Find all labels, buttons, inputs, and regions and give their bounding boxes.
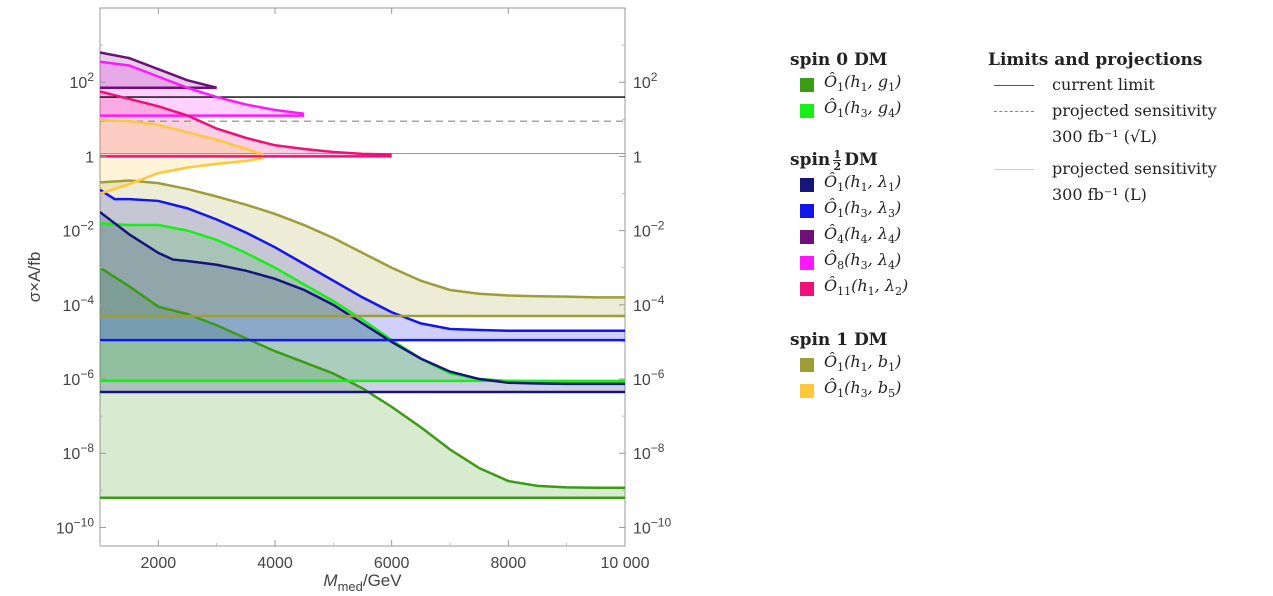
series-area — [100, 212, 625, 393]
limit-legend-label: projected sensitivity 300 fb⁻¹ (L) — [1052, 159, 1217, 204]
legend-item: Ô11(h1, λ2) — [790, 276, 990, 302]
series-line — [100, 118, 264, 156]
legend-swatch — [800, 78, 814, 92]
legend-swatch — [800, 230, 814, 244]
legend-swatch — [800, 178, 814, 192]
legend-item: Ô1(h1, g1) — [790, 72, 990, 98]
legend-swatch — [800, 204, 814, 218]
legend-swatch — [800, 104, 814, 118]
series-lower-line — [100, 157, 264, 195]
limit-legend-item: projected sensitivity 300 fb⁻¹ (√L) — [988, 98, 1273, 150]
legend-label: Ô1(h1, λ1) — [824, 171, 902, 195]
legend-item: Ô1(h1, b1) — [790, 352, 990, 378]
limit-legend-item: projected sensitivity 300 fb⁻¹ (L) — [988, 156, 1273, 208]
legend-swatch — [800, 256, 814, 270]
x-axis-title: Mmed/GeV — [323, 571, 402, 594]
legend-label: Ô1(h1, b1) — [824, 351, 902, 375]
series-legend: spin 0 DM Ô1(h1, g1) Ô1(h3, g4) spin 1 2 DM Ô1(… — [790, 48, 990, 430]
series-line — [100, 60, 305, 115]
y-tick-label-right: 10−10 — [633, 515, 671, 537]
x-tick-label: 2000 — [141, 555, 177, 572]
legend-item: Ô1(h3, λ3) — [790, 198, 990, 224]
series-area — [100, 180, 625, 316]
y-tick-label: 102 — [70, 70, 95, 92]
limit-legend-label: current limit — [1052, 75, 1155, 94]
series-line — [100, 51, 217, 89]
legend-item: Ô8(h3, λ4) — [790, 250, 990, 276]
legend-label: Ô1(h3, b5) — [824, 377, 902, 401]
legend-item: Ô1(h3, g4) — [790, 98, 990, 124]
y-tick-label-right: 10−8 — [633, 441, 665, 463]
series-line — [100, 266, 625, 489]
y-tick-label: 10−6 — [63, 367, 95, 389]
y-tick-label-right: 10−6 — [633, 367, 665, 389]
limits-legend-title: Limits and projections — [988, 50, 1203, 70]
series-areas — [100, 51, 625, 500]
y-tick-label-right: 10−2 — [633, 219, 665, 241]
legend-label: Ô11(h1, λ2) — [824, 275, 909, 299]
legend-label: Ô8(h3, λ4) — [824, 249, 902, 273]
x-tick-label: 10 000 — [601, 555, 650, 572]
legend-group-title: spin 0 DM — [790, 50, 888, 70]
limit-line-sample — [988, 72, 1040, 98]
legend-group-title: spin 1 DM — [790, 330, 888, 350]
legend-item: Ô1(h1, λ1) — [790, 172, 990, 198]
y-tick-label-right: 102 — [633, 70, 658, 92]
limit-legend-label: projected sensitivity 300 fb⁻¹ (√L) — [1052, 101, 1217, 146]
y-tick-label: 1 — [85, 149, 94, 166]
series-area — [100, 223, 625, 383]
limits-legend: Limits and projections current limit proj… — [988, 48, 1273, 214]
legend-swatch — [800, 384, 814, 398]
legend-label: Ô4(h4, λ4) — [824, 223, 902, 247]
limit-legend-item: current limit — [988, 72, 1273, 98]
y-tick-label: 10−4 — [63, 293, 95, 315]
series-line — [100, 188, 625, 333]
legend-group: spin 1 2 DM Ô1(h1, λ1) Ô1(h3, λ3) Ô4(h4, λ4) Ô8… — [790, 148, 990, 302]
legend-label: Ô1(h3, g4) — [824, 97, 902, 121]
legend-item: Ô1(h3, b5) — [790, 378, 990, 404]
limit-line-sample — [988, 98, 1040, 124]
y-tick-label-right: 10−4 — [633, 293, 665, 315]
series-area — [100, 189, 625, 341]
series-line — [100, 179, 625, 299]
y-tick-label: 10−8 — [63, 441, 95, 463]
limit-line-sample — [988, 156, 1040, 182]
series-line — [100, 211, 625, 386]
y-tick-label-right: 1 — [633, 149, 642, 166]
y-axis-title: σ×A/fb — [25, 252, 44, 303]
series-area — [100, 267, 625, 498]
y-tick-label: 10−10 — [56, 515, 94, 537]
legend-group: spin 0 DM Ô1(h1, g1) Ô1(h3, g4) — [790, 48, 990, 124]
legend-label: Ô1(h3, λ3) — [824, 197, 902, 221]
x-tick-label: 6000 — [374, 555, 410, 572]
legend-swatch — [800, 358, 814, 372]
y-tick-label: 10−2 — [63, 219, 95, 241]
plot-frame — [99, 7, 626, 547]
x-tick-label: 8000 — [491, 555, 527, 572]
legend-swatch — [800, 282, 814, 296]
legend-group: spin 1 DM Ô1(h1, b1) Ô1(h3, b5) — [790, 328, 990, 404]
series-area — [100, 91, 392, 157]
axis-ticks: 2000 4000 6000 8000 10 000 10−10 10−10 10−8 10−8… — [56, 8, 671, 572]
series-area — [100, 61, 305, 116]
legend-item: Ô4(h4, λ4) — [790, 224, 990, 250]
series-line — [100, 90, 392, 156]
x-tick-label: 4000 — [257, 555, 293, 572]
legend-label: Ô1(h1, g1) — [824, 71, 902, 95]
legend-group-title: spin 1 2 DM — [790, 148, 878, 173]
